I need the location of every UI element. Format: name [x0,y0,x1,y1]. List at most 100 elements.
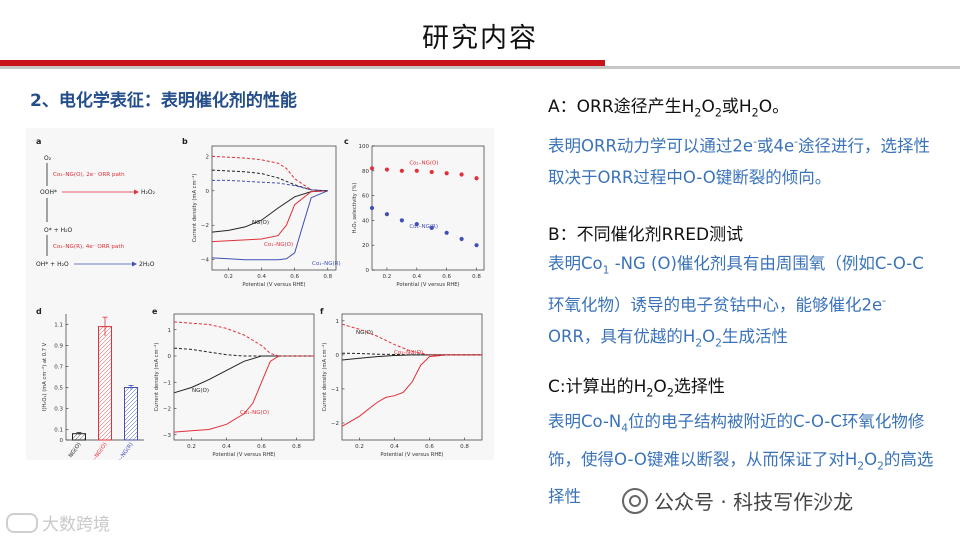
x-axis-label-b: Potential (V versus RHE) [242,282,305,288]
bar-hatch-d-1 [109,438,112,441]
bar-hatch-d-1 [98,326,108,336]
x-tick-label-e-2: 0.6 [257,444,266,450]
scheme-o-star: O* + H₂O [44,227,72,234]
y-tick-label-d-4: 0.7 [54,365,63,371]
y-axis-label-b: Current density (mA cm⁻²) [192,174,198,243]
series-label-b-0: NG(O) [252,220,269,226]
scatter-point-c-0-6 [459,172,464,177]
panel-letter-b: b [182,137,188,146]
bar-hatch-d-1 [98,326,104,332]
scatter-point-c-1-5 [444,230,449,235]
series-line-e-3 [173,321,314,357]
series-label-f-1: Co₁–NG(O) [394,350,423,356]
title-rule-gray [0,66,960,69]
scatter-point-c-1-7 [474,243,479,248]
y-axis-label-d: I(H₂O₂) (mA cm⁻²) at 0.7 V [42,342,48,411]
slide-title: 研究内容 [422,23,538,54]
panel-letter-a: a [36,137,41,146]
y-tick-label-c-3: 60 [362,194,369,200]
x-tick-label-b-0: 0.2 [224,274,233,280]
bar-hatch-d-1 [98,362,112,376]
panel-letter-d: d [36,307,42,316]
brand-logo-icon [6,512,38,533]
block-c-body: 表明Co-N4位的电子结构被附近的C-O-C环氧化物修饰，使得O-O键难以断裂，… [548,412,934,506]
bar-hatch-d-2 [124,387,126,389]
bar-hatch-d-2 [128,431,138,441]
series-line-b-0 [211,190,328,233]
y-tick-label-c-2: 40 [362,218,369,224]
scheme-o2: O₂ [44,155,52,162]
y-tick-label-f-2: −1 [331,387,339,393]
bar-hatch-d-2 [124,427,138,441]
bar-hatch-d-1 [98,418,112,432]
bar-hatch-d-0 [75,433,82,441]
block-a-body: 表明ORR动力学可以通过2e-或4e-途径进行，选择性取决于ORR过程中O-O键… [548,135,930,187]
y-tick-label-b-3: −4 [201,258,210,264]
x-tick-label-e-3: 0.8 [292,444,301,450]
block-a: A：ORR途径产生H2O2或H2O。 表明ORR动力学可以通过2e-或4e-途径… [548,94,938,193]
bar-hatch-d-2 [132,435,138,441]
panel-letter-e: e [152,307,158,316]
section-heading: 2、电化学表征：表明催化剂的性能 [30,91,297,111]
bar-hatch-d-2 [124,415,138,429]
bar-hatch-d-2 [124,387,134,397]
x-tick-label-c-3: 0.8 [472,274,481,280]
scheme-path-2e: Co₁–NG(O), 2e⁻ ORR path [53,172,125,178]
y-tick-label-b-1: 0 [206,189,210,195]
scatter-point-c-0-1 [384,167,390,172]
scatter-point-c-1-6 [459,236,464,242]
y-tick-label-f-0: 1 [336,319,340,325]
bar-hatch-d-1 [98,350,112,364]
y-axis-label-f: Current density (mA cm⁻²) [322,343,328,412]
scheme-h2o: 2H₂O [139,261,155,268]
bar-hatch-d-1 [98,342,112,356]
scheme-oh-star: OH* + H₂O [36,261,69,268]
bar-hatch-d-2 [124,399,138,413]
series-line-b-1 [211,190,328,243]
x-tick-label-c-0: 0.2 [383,274,392,280]
plot-frame-b [211,145,337,271]
bar-hatch-d-1 [98,410,112,424]
bar-hatch-d-1 [98,426,112,440]
x-axis-label-c: Potential (V versus RHE) [396,282,459,288]
x-tick-label-b-1: 0.4 [257,274,266,280]
y-tick-label-f-3: −2 [331,421,339,427]
scheme-ooh: OOH* [40,189,57,196]
bar-hatch-d-1 [98,358,112,372]
bar-hatch-d-1 [98,354,112,368]
scatter-point-c-1-1 [384,212,390,217]
series-line-b-4 [211,155,328,192]
bar-hatch-d-2 [124,387,130,393]
bar-hatch-d-1 [98,370,112,384]
x-tick-label-c-2: 0.6 [442,274,451,280]
x-tick-label-b-2: 0.6 [290,274,299,280]
y-tick-label-d-6: 1.1 [54,323,63,329]
y-tick-label-d-1: 0.1 [54,428,63,434]
block-c: C:计算出的H2O2选择性 表明Co-N4位的电子结构被附近的C-O-C环氧化物… [548,374,938,512]
scatter-point-c-0-5 [444,171,449,176]
plot-frame-e [173,313,315,441]
corner-logo: 大数跨境 [6,510,110,535]
bar-hatch-d-1 [98,346,112,360]
bar-hatch-d-1 [98,390,112,404]
bar-hatch-d-1 [98,338,112,352]
y-axis-label-e: Current density (mA cm⁻²) [154,343,160,412]
bar-hatch-d-1 [105,434,112,441]
bar-hatch-d-2 [136,439,138,441]
bar-hatch-d-1 [98,378,112,392]
bar-hatch-d-1 [98,394,112,408]
x-tick-label-f-1: 0.4 [390,444,399,450]
y-tick-label-e-1: 0 [168,354,172,360]
title-rule-red [0,60,605,66]
bar-hatch-d-2 [124,419,138,433]
series-label-b-2: Co₁–NG(R) [312,261,341,267]
x-tick-label-f-2: 0.6 [425,444,434,450]
y-tick-label-e-3: −2 [163,407,171,413]
figure-panels: a b c d e f O₂ Co₁–NG(O), 2e⁻ ORR path O… [26,128,494,460]
chart-c: 0.2 0.4 0.6 0.8 0 20 40 60 80 100 Potential (V ver… [352,144,485,288]
y-tick-label-c-1: 20 [362,243,369,249]
series-label-c-0: Co₁–NG(O) [409,160,438,166]
block-b: B：不同催化剂RRED测试 表明Co1 -NG (O)催化剂具有由周围氧（例如C… [548,222,938,358]
plot-frame-f [341,313,483,441]
scatter-point-c-1-4 [429,225,434,230]
